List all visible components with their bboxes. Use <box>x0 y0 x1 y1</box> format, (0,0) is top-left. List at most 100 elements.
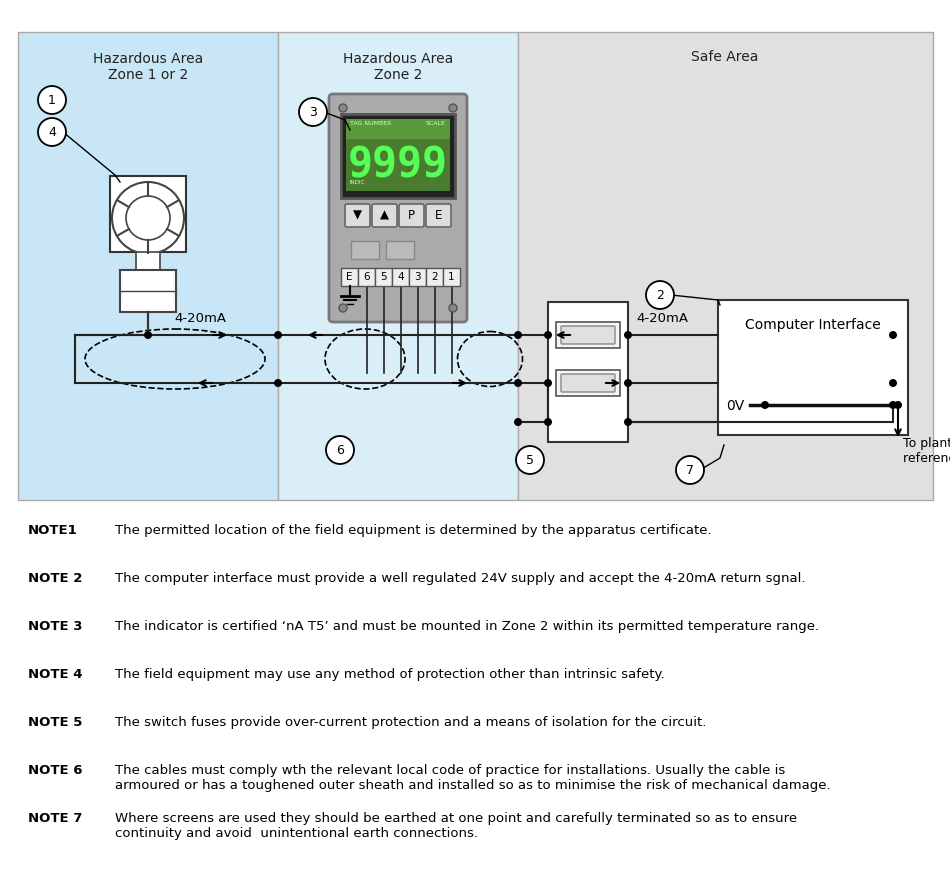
Text: The switch fuses provide over-current protection and a means of isolation for th: The switch fuses provide over-current pr… <box>115 716 707 729</box>
Circle shape <box>544 331 552 339</box>
Text: E: E <box>346 272 352 282</box>
FancyBboxPatch shape <box>426 204 451 227</box>
Text: 4-20mA: 4-20mA <box>636 312 688 325</box>
Bar <box>110 176 186 252</box>
Text: 4: 4 <box>397 272 404 282</box>
Circle shape <box>889 401 897 409</box>
Bar <box>278 32 518 500</box>
Text: 1: 1 <box>448 272 455 282</box>
Bar <box>18 32 278 500</box>
FancyBboxPatch shape <box>329 94 467 322</box>
Text: NOTE 7: NOTE 7 <box>28 812 83 825</box>
Circle shape <box>339 104 347 112</box>
Bar <box>358 268 375 286</box>
Text: 3: 3 <box>309 106 317 119</box>
Text: TAG NUMBER: TAG NUMBER <box>350 121 391 126</box>
Text: NOTE 5: NOTE 5 <box>28 716 83 729</box>
Circle shape <box>761 401 769 409</box>
Text: NOTE 3: NOTE 3 <box>28 620 83 633</box>
Circle shape <box>624 331 632 339</box>
Bar <box>556 322 620 348</box>
Circle shape <box>38 118 66 146</box>
Text: P: P <box>408 209 415 222</box>
FancyBboxPatch shape <box>372 204 397 227</box>
Bar <box>426 268 443 286</box>
Text: 6: 6 <box>363 272 370 282</box>
Bar <box>556 370 620 396</box>
Circle shape <box>144 331 152 339</box>
Bar <box>718 300 908 435</box>
Bar <box>341 268 358 286</box>
Text: Where screens are used they should be earthed at one point and carefully termina: Where screens are used they should be ea… <box>115 812 797 840</box>
FancyBboxPatch shape <box>346 119 450 139</box>
Bar <box>443 268 460 286</box>
FancyBboxPatch shape <box>345 204 370 227</box>
Text: Safe Area: Safe Area <box>692 50 759 64</box>
Text: The computer interface must provide a well regulated 24V supply and accept the 4: The computer interface must provide a we… <box>115 572 806 585</box>
Circle shape <box>544 379 552 387</box>
FancyBboxPatch shape <box>561 326 615 344</box>
Text: 6: 6 <box>336 444 344 457</box>
Circle shape <box>514 331 522 339</box>
Text: NOTE 4: NOTE 4 <box>28 668 83 681</box>
Text: Computer Interface: Computer Interface <box>745 318 881 332</box>
Text: The permitted location of the field equipment is determined by the apparatus cer: The permitted location of the field equi… <box>115 524 712 537</box>
Circle shape <box>339 304 347 312</box>
Text: 2: 2 <box>656 289 664 302</box>
Text: SCALE: SCALE <box>427 121 446 126</box>
Circle shape <box>449 304 457 312</box>
Text: NOTE 6: NOTE 6 <box>28 764 83 777</box>
Bar <box>386 241 414 259</box>
Text: The indicator is certified ‘nA T5’ and must be mounted in Zone 2 within its perm: The indicator is certified ‘nA T5’ and m… <box>115 620 819 633</box>
FancyBboxPatch shape <box>561 374 615 392</box>
Text: The field equipment may use any method of protection other than intrinsic safety: The field equipment may use any method o… <box>115 668 665 681</box>
Bar <box>548 302 628 442</box>
Bar <box>375 268 392 286</box>
Text: 5: 5 <box>526 454 534 467</box>
Text: ▼: ▼ <box>353 209 362 222</box>
Circle shape <box>274 379 282 387</box>
Circle shape <box>889 379 897 387</box>
Text: NOTE 2: NOTE 2 <box>28 572 83 585</box>
Text: 5: 5 <box>380 272 387 282</box>
Bar <box>392 268 409 286</box>
Circle shape <box>894 401 902 409</box>
FancyBboxPatch shape <box>341 114 455 198</box>
Bar <box>518 32 933 500</box>
Text: 4: 4 <box>48 126 56 139</box>
Text: To plant
reference point: To plant reference point <box>903 437 950 465</box>
Circle shape <box>449 104 457 112</box>
Circle shape <box>38 86 66 114</box>
Text: INDIC: INDIC <box>349 180 365 185</box>
Circle shape <box>514 379 522 387</box>
Circle shape <box>112 182 184 254</box>
Text: 9999: 9999 <box>348 145 448 187</box>
Circle shape <box>126 196 170 240</box>
Bar <box>120 270 176 312</box>
Circle shape <box>544 418 552 426</box>
Text: Hazardous Area
Zone 1 or 2: Hazardous Area Zone 1 or 2 <box>93 52 203 82</box>
Circle shape <box>274 331 282 339</box>
Circle shape <box>514 418 522 426</box>
Text: Hazardous Area
Zone 2: Hazardous Area Zone 2 <box>343 52 453 82</box>
Circle shape <box>624 418 632 426</box>
Circle shape <box>676 456 704 484</box>
Bar <box>351 241 379 259</box>
Text: 1: 1 <box>48 94 56 107</box>
FancyBboxPatch shape <box>399 204 424 227</box>
Bar <box>409 268 426 286</box>
Text: ▲: ▲ <box>380 209 389 222</box>
Circle shape <box>326 436 354 464</box>
Text: 0V: 0V <box>726 399 744 413</box>
FancyBboxPatch shape <box>346 119 450 191</box>
Circle shape <box>299 98 327 126</box>
Circle shape <box>646 281 674 309</box>
Text: 4-20mA: 4-20mA <box>174 312 226 325</box>
Circle shape <box>624 379 632 387</box>
Text: 3: 3 <box>414 272 421 282</box>
Circle shape <box>516 446 544 474</box>
Circle shape <box>889 331 897 339</box>
Text: 7: 7 <box>686 464 694 477</box>
Text: E: E <box>435 209 442 222</box>
Text: The cables must comply wth the relevant local code of practice for installations: The cables must comply wth the relevant … <box>115 764 830 792</box>
